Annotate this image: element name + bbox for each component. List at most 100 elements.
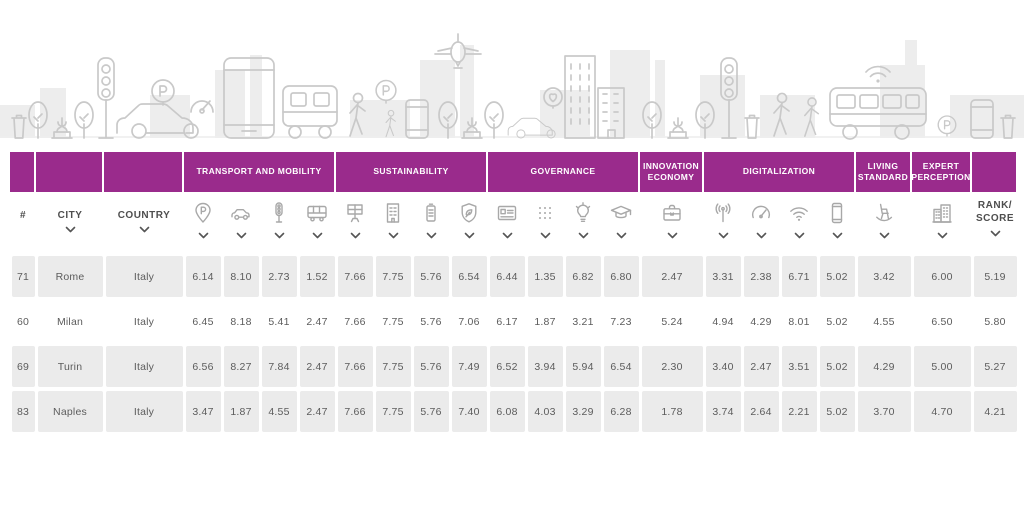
- column-header-urban-planning[interactable]: [526, 192, 564, 254]
- score-cell: 8.27: [222, 344, 260, 389]
- sort-chevron-icon[interactable]: [990, 230, 1001, 237]
- trash-bin-icon: [744, 114, 760, 139]
- sort-chevron-icon[interactable]: [667, 232, 678, 239]
- score-cell-value: 5.76: [413, 256, 449, 297]
- sort-chevron-icon[interactable]: [937, 232, 948, 239]
- score-cell-value: 2.47: [299, 391, 335, 432]
- sort-chevron-icon[interactable]: [274, 232, 285, 239]
- score-cell-value: 3.42: [857, 256, 911, 297]
- score-cell: 6.54: [602, 344, 640, 389]
- score-cell: 4.29: [856, 344, 912, 389]
- sort-chevron-icon[interactable]: [502, 232, 513, 239]
- sort-chevron-icon[interactable]: [139, 226, 150, 233]
- score-cell-value: 8.27: [223, 346, 259, 387]
- score-cell: 2.47: [298, 344, 336, 389]
- sort-chevron-icon[interactable]: [464, 232, 475, 239]
- airplane-icon: [434, 33, 482, 69]
- column-header-education[interactable]: [602, 192, 640, 254]
- car-icon: [229, 199, 253, 227]
- score-cell: 2.47: [298, 299, 336, 344]
- sort-chevron-icon[interactable]: [794, 232, 805, 239]
- graduation-cap-icon: [609, 199, 633, 227]
- column-header-country[interactable]: COUNTRY: [104, 192, 184, 254]
- score-cell-value: 4.29: [750, 315, 772, 328]
- score-cell: 6.52: [488, 344, 526, 389]
- score-cell: 5.76: [412, 254, 450, 299]
- column-header-business-ecosystem[interactable]: [640, 192, 704, 254]
- score-cell-value: 5.19: [973, 256, 1017, 297]
- score-cell-value: 6.80: [603, 256, 639, 297]
- column-header-digital-government[interactable]: [488, 192, 526, 254]
- bus-icon: [282, 85, 338, 139]
- column-header-environment-protection[interactable]: [450, 192, 488, 254]
- group-header-blank: [104, 152, 184, 192]
- score-cell-value: 3.51: [781, 346, 817, 387]
- score-cell: 7.75: [374, 344, 412, 389]
- score-cell-value: 5.94: [565, 346, 601, 387]
- column-header-innovation[interactable]: [564, 192, 602, 254]
- column-header-rank-score[interactable]: RANK/SCORE: [972, 192, 1018, 254]
- column-header-city[interactable]: CITY: [36, 192, 104, 254]
- score-cell-value: 8.18: [230, 315, 252, 328]
- column-header-label: CITY: [57, 210, 83, 221]
- id-card-icon: [495, 199, 519, 227]
- score-cell-value: 2.30: [641, 346, 703, 387]
- score-cell-value: 4.21: [973, 391, 1017, 432]
- sort-chevron-icon[interactable]: [236, 232, 247, 239]
- eco-shield-icon: [457, 199, 481, 227]
- rocking-chair-icon: [872, 199, 896, 227]
- score-cell-value: 7.66: [337, 346, 373, 387]
- score-cell-value: 2.47: [299, 346, 335, 387]
- score-cell: 5.24: [640, 299, 704, 344]
- sort-chevron-icon[interactable]: [832, 232, 843, 239]
- score-cell: 5.02: [818, 344, 856, 389]
- score-cell-value: 6.14: [185, 256, 221, 297]
- sort-chevron-icon[interactable]: [350, 232, 361, 239]
- score-cell: 7.66: [336, 344, 374, 389]
- score-cell: 3.70: [856, 389, 912, 434]
- column-header-clean-energy[interactable]: [336, 192, 374, 254]
- sort-chevron-icon[interactable]: [198, 232, 209, 239]
- score-cell-value: 5.41: [268, 315, 290, 328]
- score-cell-value: 6.50: [931, 315, 953, 328]
- column-header-traffic[interactable]: [260, 192, 298, 254]
- sort-chevron-icon[interactable]: [65, 226, 76, 233]
- column-header-green-buildings[interactable]: [374, 192, 412, 254]
- column-header-connectivity[interactable]: [704, 192, 742, 254]
- group-header-blank: [36, 152, 104, 192]
- column-header-rank-number: #: [10, 192, 36, 254]
- score-cell: 2.47: [298, 389, 336, 434]
- score-cell-value: 1.87: [534, 315, 556, 328]
- score-cell: 4.94: [704, 299, 742, 344]
- column-header-public-transport[interactable]: [298, 192, 336, 254]
- column-header-car-sharing[interactable]: [222, 192, 260, 254]
- sort-chevron-icon[interactable]: [718, 232, 729, 239]
- sort-chevron-icon[interactable]: [540, 232, 551, 239]
- sort-chevron-icon[interactable]: [756, 232, 767, 239]
- column-header-wifi-hotspots[interactable]: [780, 192, 818, 254]
- speedometer-icon: [749, 199, 773, 227]
- sort-chevron-icon[interactable]: [616, 232, 627, 239]
- column-header-waste-management[interactable]: [412, 192, 450, 254]
- sort-chevron-icon[interactable]: [426, 232, 437, 239]
- sort-chevron-icon[interactable]: [388, 232, 399, 239]
- bus-icon: [305, 199, 329, 227]
- sort-chevron-icon[interactable]: [312, 232, 323, 239]
- wifi-icon: [787, 199, 811, 227]
- sort-chevron-icon[interactable]: [879, 232, 890, 239]
- column-header-expert-perception[interactable]: [912, 192, 972, 254]
- score-cell-value: 4.55: [873, 315, 895, 328]
- country-cell: Italy: [104, 344, 184, 389]
- column-header-living-standard[interactable]: [856, 192, 912, 254]
- score-cell-value: 6.56: [185, 346, 221, 387]
- column-header-parking[interactable]: [184, 192, 222, 254]
- score-cell: 8.10: [222, 254, 260, 299]
- score-cell-value: 4.55: [261, 391, 297, 432]
- score-cell: 6.71: [780, 254, 818, 299]
- sort-chevron-icon[interactable]: [578, 232, 589, 239]
- column-header-smartphone-usage[interactable]: [818, 192, 856, 254]
- rank-cell-value: 83: [11, 391, 35, 432]
- score-cell-value: 6.82: [565, 256, 601, 297]
- score-cell: 3.21: [564, 299, 602, 344]
- column-header-internet-speed[interactable]: [742, 192, 780, 254]
